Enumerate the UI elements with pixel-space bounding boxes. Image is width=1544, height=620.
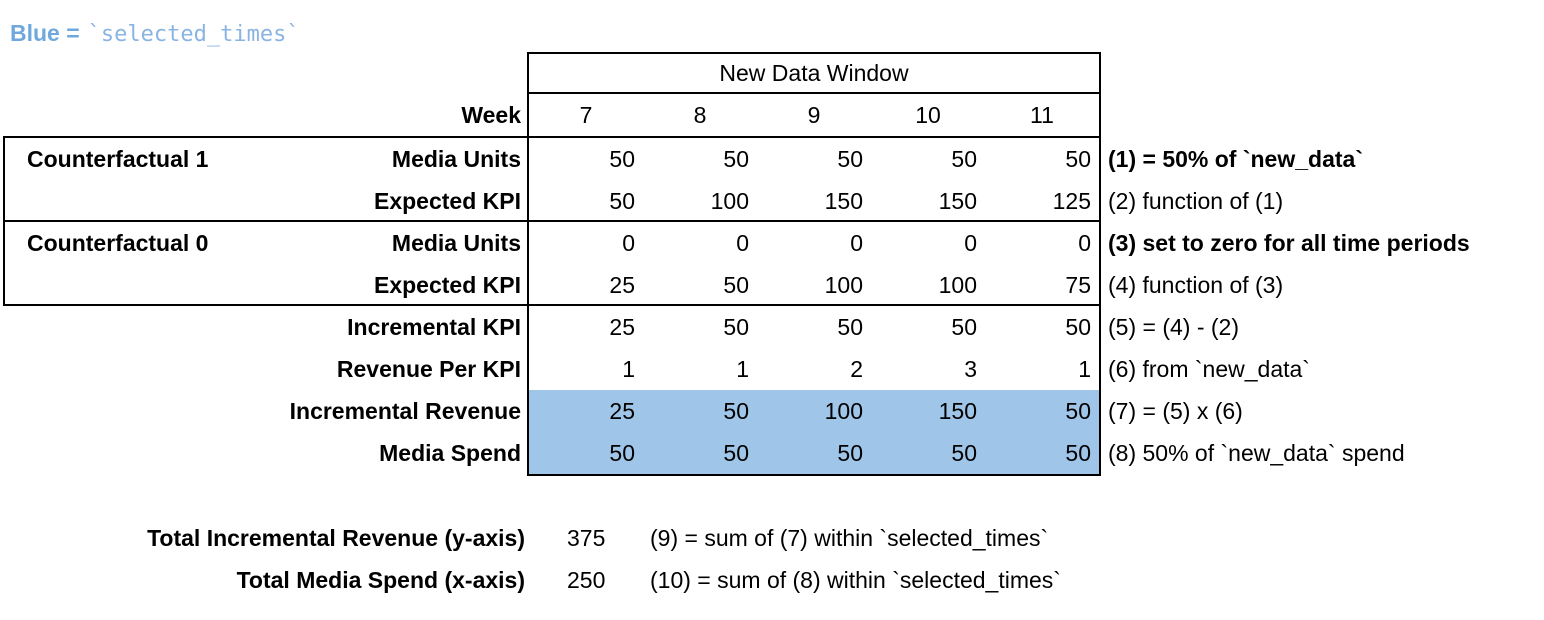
cell: 2 <box>850 355 863 382</box>
border-line <box>527 92 1101 94</box>
cell: 50 <box>723 145 749 172</box>
cell: 50 <box>1065 439 1091 466</box>
row-label: Expected KPI <box>374 187 521 214</box>
cell: 50 <box>837 145 863 172</box>
row-annotation: (1) = 50% of `new_data` <box>1108 145 1363 172</box>
week-value: 9 <box>807 101 821 128</box>
cell: 100 <box>824 397 863 424</box>
cell: 150 <box>824 187 863 214</box>
cell: 125 <box>1052 187 1091 214</box>
border-line <box>3 304 1101 306</box>
border-line <box>527 52 529 476</box>
border-line <box>3 136 1101 138</box>
cell: 100 <box>938 271 977 298</box>
cell: 1 <box>1078 355 1091 382</box>
total-annotation: (10) = sum of (8) within `selected_times… <box>650 566 1061 593</box>
row-annotation: (8) 50% of `new_data` spend <box>1108 439 1405 466</box>
table-row: 0 0 0 0 0 <box>529 222 1099 264</box>
group-label-counterfactual-0: Counterfactual 0 <box>27 229 209 256</box>
week-label: Week <box>461 101 521 128</box>
cell: 0 <box>850 229 863 256</box>
row-annotation: (7) = (5) x (6) <box>1108 397 1243 424</box>
week-value: 11 <box>1030 101 1054 128</box>
cell: 50 <box>723 271 749 298</box>
cell: 50 <box>609 187 635 214</box>
legend-blue-label: Blue = <box>10 20 80 46</box>
week-values-row: 7 8 9 10 11 <box>529 94 1099 136</box>
cell: 50 <box>837 313 863 340</box>
border-line <box>1099 52 1101 476</box>
cell: 50 <box>951 145 977 172</box>
row-annotation: (4) function of (3) <box>1108 271 1284 298</box>
table-row: 25 50 50 50 50 <box>529 306 1099 348</box>
total-media-spend-label: Total Media Spend (x-axis) <box>236 566 525 593</box>
border-line <box>3 136 5 306</box>
row-annotation: (5) = (4) - (2) <box>1108 313 1239 340</box>
cell: 50 <box>1065 313 1091 340</box>
table-row: 50 50 50 50 50 <box>529 138 1099 180</box>
cell: 1 <box>736 355 749 382</box>
week-value: 10 <box>915 101 941 128</box>
table-row: 25 50 100 150 50 <box>529 390 1099 432</box>
week-value: 7 <box>579 101 593 128</box>
cell: 50 <box>609 439 635 466</box>
row-label: Expected KPI <box>374 271 521 298</box>
table-row: 50 100 150 150 125 <box>529 180 1099 222</box>
total-annotation: (9) = sum of (7) within `selected_times` <box>650 524 1049 551</box>
selected-times-highlight <box>529 390 1099 474</box>
legend: Blue = `selected_times` <box>10 20 300 47</box>
cell: 0 <box>964 229 977 256</box>
cell: 100 <box>710 187 749 214</box>
border-line <box>527 52 1101 54</box>
row-annotation: (6) from `new_data` <box>1108 355 1310 382</box>
cell: 50 <box>1065 145 1091 172</box>
cell: 150 <box>938 397 977 424</box>
cell: 50 <box>723 439 749 466</box>
total-incremental-revenue-label: Total Incremental Revenue (y-axis) <box>147 524 525 551</box>
cell: 100 <box>824 271 863 298</box>
cell: 3 <box>964 355 977 382</box>
cell: 25 <box>609 397 635 424</box>
cell: 50 <box>609 145 635 172</box>
group-label-counterfactual-1: Counterfactual 1 <box>27 145 209 172</box>
row-annotation: (2) function of (1) <box>1108 187 1284 214</box>
cell: 50 <box>723 397 749 424</box>
row-label: Media Units <box>391 145 521 172</box>
cell: 1 <box>622 355 635 382</box>
table-row: 1 1 2 3 1 <box>529 348 1099 390</box>
border-line <box>527 474 1101 476</box>
row-label: Media Units <box>391 229 521 256</box>
cell: 0 <box>622 229 635 256</box>
cell: 0 <box>736 229 749 256</box>
cell: 50 <box>951 313 977 340</box>
cell: 25 <box>609 271 635 298</box>
cell: 50 <box>723 313 749 340</box>
legend-code: `selected_times` <box>87 22 300 47</box>
cell: 150 <box>938 187 977 214</box>
row-label: Incremental Revenue <box>289 397 521 424</box>
cell: 50 <box>951 439 977 466</box>
cell: 50 <box>1065 397 1091 424</box>
row-label: Incremental KPI <box>347 313 521 340</box>
cell: 50 <box>837 439 863 466</box>
table-row: 25 50 100 100 75 <box>529 264 1099 306</box>
cell: 0 <box>1078 229 1091 256</box>
total-media-spend-value: 250 <box>567 566 606 593</box>
row-annotation: (3) set to zero for all time periods <box>1108 229 1470 256</box>
total-incremental-revenue-value: 375 <box>567 524 606 551</box>
table-row: 50 50 50 50 50 <box>529 432 1099 474</box>
cell: 75 <box>1065 271 1091 298</box>
row-label: Media Spend <box>379 439 521 466</box>
new-data-window-header: New Data Window <box>719 59 909 86</box>
week-value: 8 <box>693 101 707 128</box>
cell: 25 <box>609 313 635 340</box>
row-label: Revenue Per KPI <box>336 355 521 382</box>
border-line <box>3 220 1101 222</box>
